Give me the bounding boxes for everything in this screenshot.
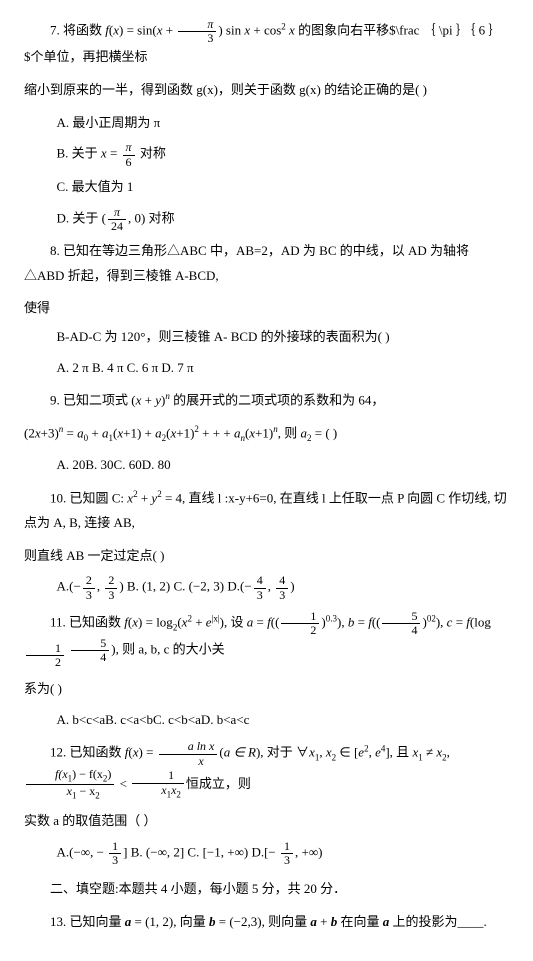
- q9-opts: A. 20B. 30C. 60D. 80: [24, 453, 509, 478]
- q12-opts: A.(−∞, − 13] B. (−∞, 2] C. [−1, +∞) D.[−…: [24, 840, 509, 867]
- q8-opts: A. 2 π B. 4 π C. 6 π D. 7 π: [24, 356, 509, 381]
- q12-stem: 12. 已知函数 f(x) = a ln xx(a ∈ R), 对于 ∀x1, …: [24, 740, 509, 801]
- q8-stem: 8. 已知在等边三角形△ABC 中，AB=2，AD 为 BC 的中线，以 AD …: [24, 239, 509, 288]
- q8-line2: 使得: [24, 296, 509, 321]
- q7-optD: D. 关于 (π24, 0) 对称: [57, 206, 510, 233]
- q7-stem: 7. 将函数 f(x) = sin(x + π3) sin x + cos2 x…: [24, 18, 509, 70]
- q7-optB: B. 关于 x = π6 对称: [57, 141, 510, 168]
- q11-opts: A. b<c<aB. c<a<bC. c<b<aD. b<a<c: [24, 708, 509, 733]
- q11-stem: 11. 已知函数 f(x) = log2(x2 + e|x|), 设 a = f…: [24, 610, 509, 669]
- q9-eq: (2x+3)n = a0 + a1(x+1) + a2(x+1)2 + + + …: [24, 421, 509, 447]
- q9-stem: 9. 已知二项式 (x + y)n 的展开式的二项式项的系数和为 64，: [24, 388, 509, 413]
- q13-stem: 13. 已知向量 a = (1, 2), 向量 b = (−2,3), 则向量 …: [24, 910, 509, 935]
- q12-line2: 实数 a 的取值范围（ ）: [24, 809, 509, 834]
- q11-line2: 系为( ): [24, 677, 509, 702]
- q10-line2: 则直线 AB 一定过定点( ): [24, 544, 509, 569]
- q8-line3: B-AD-C 为 120°，则三棱锥 A- BCD 的外接球的表面积为( ): [24, 325, 509, 350]
- q7-options: A. 最小正周期为 π B. 关于 x = π6 对称 C. 最大值为 1 D.…: [24, 111, 509, 233]
- q7-line2: 缩小到原来的一半，得到函数 g(x)，则关于函数 g(x) 的结论正确的是( ): [24, 78, 509, 103]
- section2-title: 二、填空题:本题共 4 小题，每小题 5 分，共 20 分．: [24, 877, 509, 902]
- q7-optC: C. 最大值为 1: [57, 175, 510, 200]
- q10-opts: A.(−23, 23) B. (1, 2) C. (−2, 3) D.(−43,…: [24, 574, 509, 601]
- q10-stem: 10. 已知圆 C: x2 + y2 = 4, 直线 l :x-y+6=0, 在…: [24, 486, 509, 536]
- q7-optA: A. 最小正周期为 π: [57, 111, 510, 136]
